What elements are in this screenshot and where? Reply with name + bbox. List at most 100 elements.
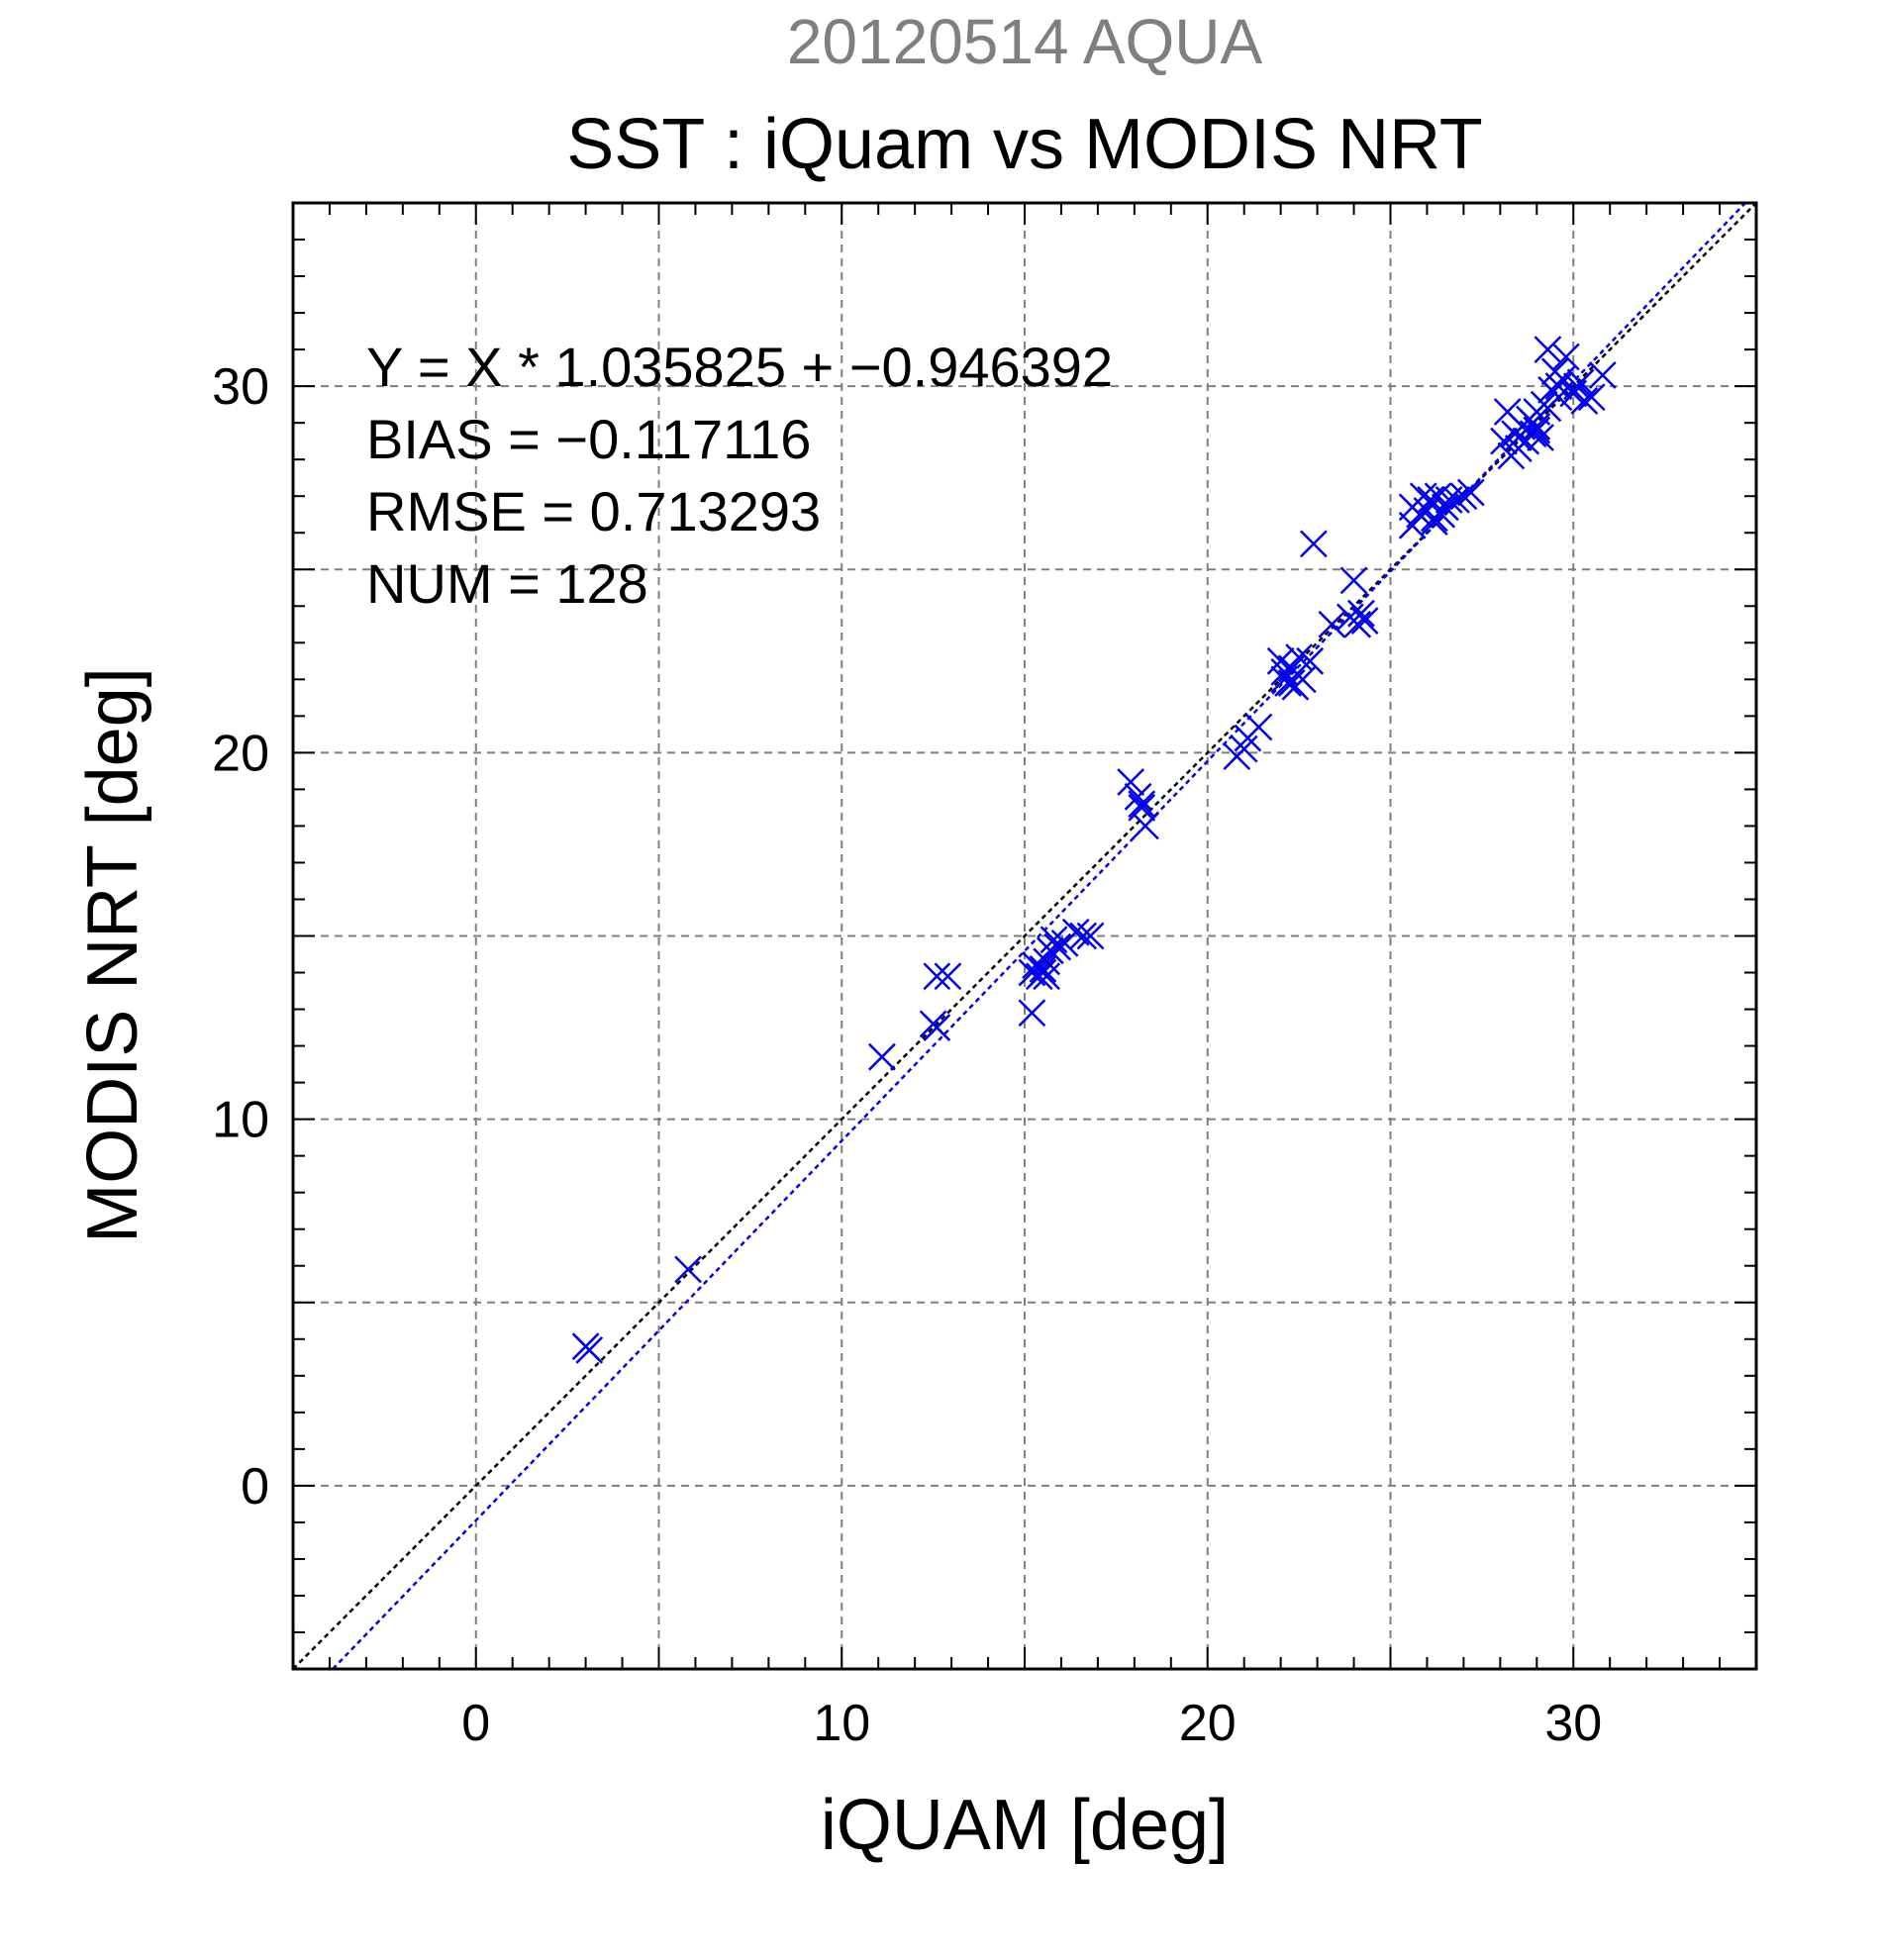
data-point xyxy=(1566,368,1595,397)
y-tick-label: 20 xyxy=(212,725,269,782)
plot-frame xyxy=(291,201,1758,1671)
data-point-stroke xyxy=(1274,669,1302,697)
data-point xyxy=(1551,343,1580,371)
data-point-stroke xyxy=(1069,922,1098,950)
data-point xyxy=(1577,383,1606,412)
data-point-stroke xyxy=(1124,782,1152,811)
data-point xyxy=(1117,768,1145,796)
y-tick-label: 0 xyxy=(241,1458,269,1516)
y-tick-label: 10 xyxy=(212,1092,269,1149)
data-point xyxy=(1128,794,1156,822)
data-point xyxy=(1029,958,1057,987)
data-point-stroke xyxy=(1527,424,1554,451)
data-point-stroke xyxy=(868,1042,896,1071)
data-point xyxy=(1588,361,1617,389)
data-point xyxy=(1043,932,1072,961)
grid-lines xyxy=(293,203,1756,1669)
x-tick-label: 20 xyxy=(1179,1695,1237,1752)
data-point xyxy=(1018,999,1046,1028)
data-point xyxy=(1040,926,1068,954)
data-point-stroke xyxy=(1318,610,1346,638)
data-point-stroke xyxy=(1040,926,1068,954)
data-point-stroke xyxy=(1347,599,1375,628)
data-point-stroke xyxy=(1588,361,1617,389)
x-axis-label: iQUAM [deg] xyxy=(821,1786,1229,1865)
data-point-stroke xyxy=(1409,482,1437,511)
data-point-stroke xyxy=(1350,607,1379,635)
data-point-stroke xyxy=(1296,646,1325,675)
data-point-stroke xyxy=(1544,372,1573,401)
data-point-stroke xyxy=(1456,478,1485,507)
fit-equation: Y = X * 1.035825 + −0.946392 xyxy=(366,336,1113,398)
data-point xyxy=(674,1255,702,1284)
data-point-stroke xyxy=(1036,936,1064,965)
data-point-stroke xyxy=(1534,336,1562,363)
data-point xyxy=(1347,599,1375,628)
data-point-stroke xyxy=(1523,416,1551,444)
data-point xyxy=(1076,922,1105,950)
rmse-value: RMSE = 0.713293 xyxy=(366,480,821,542)
x-tick-label: 0 xyxy=(461,1695,490,1752)
data-point-stroke xyxy=(1534,394,1562,423)
data-point-stroke xyxy=(1244,713,1273,741)
data-point-stroke xyxy=(1548,364,1577,393)
data-point xyxy=(1420,508,1448,537)
data-point xyxy=(1534,394,1562,423)
data-point xyxy=(1534,336,1562,363)
data-point-stroke xyxy=(1493,398,1522,426)
chart-title: SST : iQuam vs MODIS NRT xyxy=(566,105,1483,184)
data-point-stroke xyxy=(1076,922,1105,950)
data-point xyxy=(1523,416,1551,444)
data-point xyxy=(1456,478,1485,507)
data-point-stroke xyxy=(1420,508,1448,537)
data-point xyxy=(1069,922,1098,950)
data-point-stroke xyxy=(1061,918,1090,946)
data-point xyxy=(1318,610,1346,638)
data-point xyxy=(923,962,951,991)
data-point xyxy=(1274,669,1302,697)
data-point-stroke xyxy=(923,962,951,991)
data-point-stroke xyxy=(1300,530,1328,558)
data-point-stroke xyxy=(1442,486,1470,514)
data-point-stroke xyxy=(1339,566,1368,595)
data-point xyxy=(934,962,962,991)
identity-line xyxy=(292,202,1757,1670)
data-point-stroke xyxy=(1551,343,1580,371)
data-point xyxy=(1442,486,1470,514)
data-point-stroke xyxy=(674,1255,702,1284)
data-point-stroke xyxy=(1230,735,1258,763)
data-point xyxy=(1128,790,1156,819)
data-point-stroke xyxy=(1266,646,1295,675)
x-tick-label: 10 xyxy=(813,1695,870,1752)
data-point-stroke xyxy=(1043,932,1072,961)
data-point-stroke xyxy=(1566,368,1595,397)
data-point-stroke xyxy=(575,1335,604,1364)
bias-value: BIAS = −0.117116 xyxy=(366,408,811,470)
data-point-stroke xyxy=(1029,954,1057,983)
data-point-stroke xyxy=(934,962,962,991)
data-point-stroke xyxy=(1018,958,1046,987)
x-tick-label: 30 xyxy=(1544,1695,1602,1752)
data-points xyxy=(571,336,1617,1364)
data-point xyxy=(1570,387,1599,415)
data-point xyxy=(868,1042,896,1071)
data-point-stroke xyxy=(1343,610,1372,638)
data-point xyxy=(1343,610,1372,638)
data-point xyxy=(1124,782,1152,811)
data-point-stroke xyxy=(923,1014,951,1041)
data-point xyxy=(575,1335,604,1364)
data-point xyxy=(1350,607,1379,635)
data-point-stroke xyxy=(1424,482,1452,511)
data-point-stroke xyxy=(1018,999,1046,1028)
date-title: 20120514 AQUA xyxy=(787,6,1263,77)
data-point xyxy=(1296,646,1325,675)
data-point-stroke xyxy=(1577,383,1606,412)
tick-labels: 0 10 20 30 0 10 20 30 xyxy=(212,358,1602,1752)
data-point xyxy=(923,1014,951,1041)
data-point xyxy=(1029,954,1057,983)
data-point-stroke xyxy=(1570,387,1599,415)
data-point xyxy=(1036,936,1064,965)
data-point-stroke xyxy=(1449,482,1478,511)
y-tick-label: 30 xyxy=(212,358,269,416)
data-point xyxy=(1527,424,1554,451)
